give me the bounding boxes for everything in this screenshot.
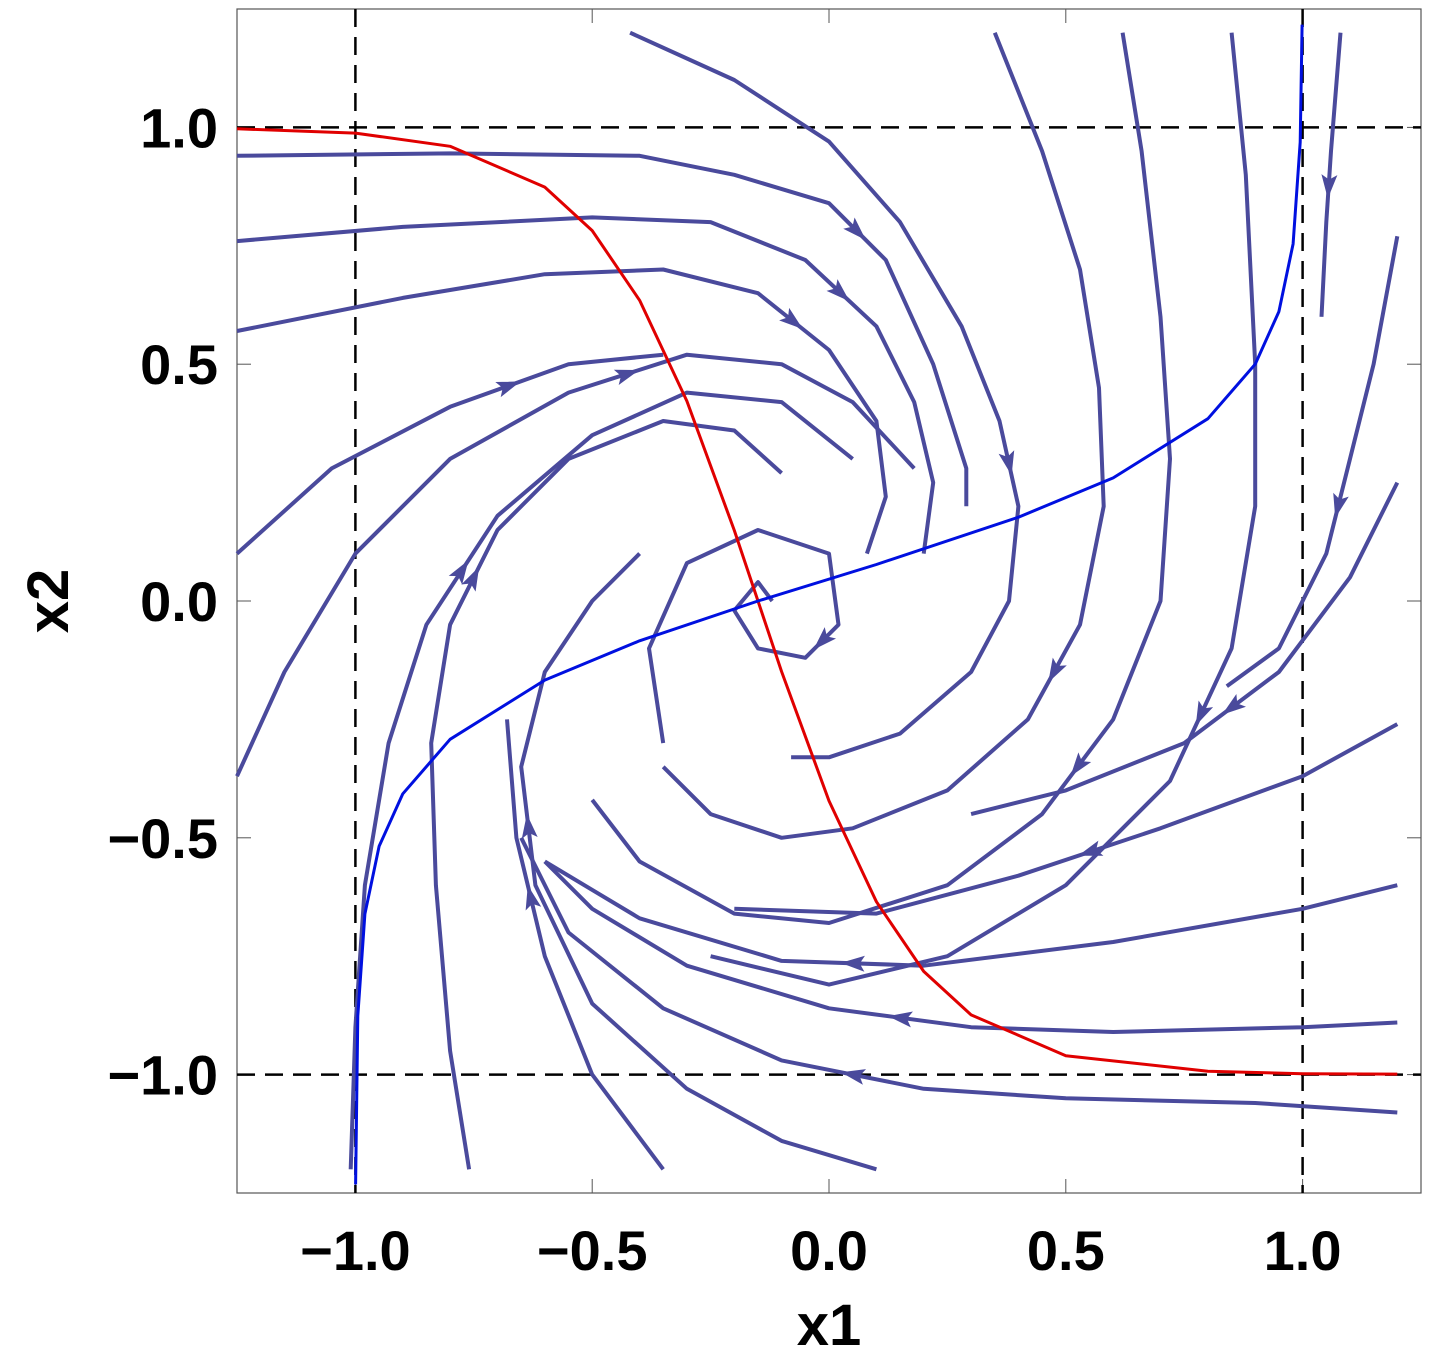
streamline xyxy=(236,267,888,555)
arrow-head xyxy=(461,566,480,592)
streamline xyxy=(1319,32,1343,317)
y-tick-label: 1.0 xyxy=(140,96,218,159)
x-tick-label: 1.0 xyxy=(1264,1219,1342,1282)
arrow-head xyxy=(1078,840,1104,856)
y-tick-label: −0.5 xyxy=(107,807,218,870)
arrow-head xyxy=(779,307,803,330)
streamline xyxy=(543,859,1398,968)
x-tick-label: −1.0 xyxy=(300,1219,411,1282)
x-tick-label: −0.5 xyxy=(537,1219,648,1282)
arrow-head xyxy=(840,1069,867,1085)
arrow-head xyxy=(1070,752,1092,777)
streamline xyxy=(235,352,664,556)
streamline xyxy=(647,528,841,744)
arrow-head xyxy=(1222,693,1246,715)
y-tick-label: 0.5 xyxy=(140,333,218,396)
arrow-head xyxy=(1321,174,1338,199)
arrow-head xyxy=(613,369,640,385)
nullcline xyxy=(354,24,1304,1185)
streamline xyxy=(235,352,916,778)
streamline xyxy=(629,30,1021,760)
plot-frame xyxy=(236,8,1422,1194)
streamline xyxy=(348,390,854,1170)
arrow-head xyxy=(826,279,850,302)
x-tick-label: 0.0 xyxy=(790,1219,868,1282)
x-tick-label: 0.5 xyxy=(1027,1219,1105,1282)
arrow-head xyxy=(998,450,1015,476)
arrow-head xyxy=(521,814,538,839)
arrow-head xyxy=(525,885,542,911)
arrow-head xyxy=(495,381,521,398)
arrow-head xyxy=(1195,700,1214,726)
arrow-head xyxy=(1048,657,1067,683)
streamline xyxy=(236,215,936,554)
streamline xyxy=(590,32,1172,925)
y-tick-label: 0.0 xyxy=(140,570,218,633)
arrow-head xyxy=(448,560,469,585)
y-tick-label: −1.0 xyxy=(107,1044,218,1107)
streamline xyxy=(236,151,969,507)
streamline xyxy=(710,32,1258,987)
streamline xyxy=(505,719,665,1171)
arrow-head xyxy=(843,217,866,241)
arrow-head xyxy=(1333,492,1349,518)
nullcline xyxy=(236,127,1398,1076)
streamline xyxy=(519,552,877,1172)
arrow-head xyxy=(813,627,837,650)
y-axis-label: x2 xyxy=(16,569,81,634)
arrow-head xyxy=(840,955,865,972)
arrow-head xyxy=(888,1011,913,1028)
x-axis-label: x1 xyxy=(797,1293,862,1358)
